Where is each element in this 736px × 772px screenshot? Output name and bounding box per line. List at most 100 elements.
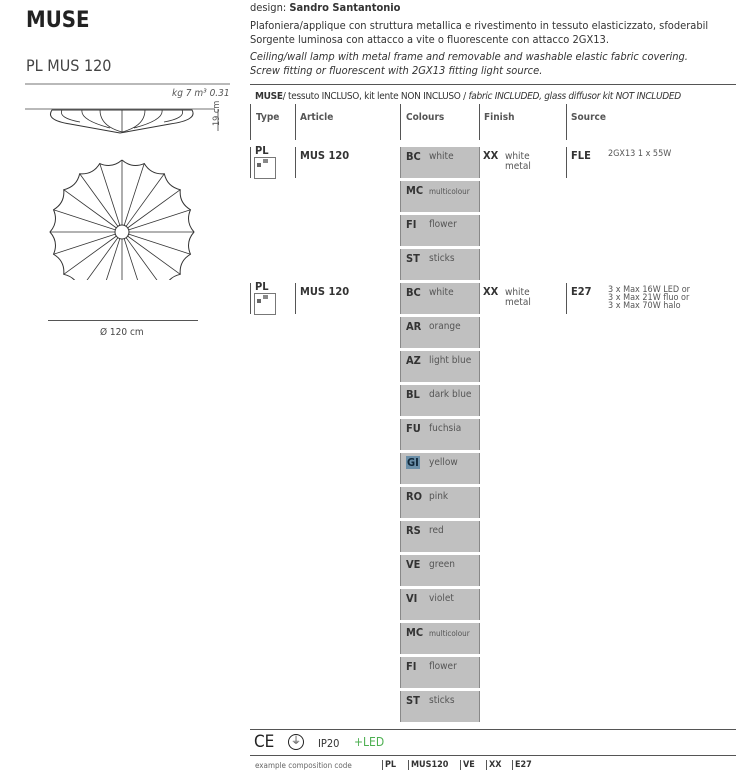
colour-code: MC — [406, 184, 424, 197]
header-type: Type — [256, 112, 280, 123]
colour-name: sticks — [429, 253, 455, 264]
rib-line — [128, 233, 191, 255]
colour-option-ve[interactable]: VE green — [400, 555, 480, 586]
rib-line — [63, 189, 117, 229]
class-ii-ground-icon: ⏚ — [288, 734, 304, 750]
rib-line — [53, 209, 116, 231]
rib-line — [127, 189, 181, 229]
caption-en: fabric INCLUDED, glass diffusor kit NOT … — [468, 91, 681, 102]
rib-line — [125, 173, 165, 227]
example-code: PL — [382, 760, 396, 770]
colour-name: pink — [429, 491, 449, 502]
colour-code: FI — [406, 660, 417, 673]
colour-name: light blue — [429, 355, 472, 366]
finish-name: white metal — [505, 287, 531, 308]
finish-code: XX — [483, 149, 499, 162]
colour-code: AR — [406, 320, 422, 333]
colour-option-mc[interactable]: MC multicolour — [400, 181, 480, 212]
colour-code: BC — [406, 286, 421, 299]
finish-name: white metal — [505, 151, 531, 172]
colour-code: BL — [406, 388, 420, 401]
colour-code: FI — [406, 218, 417, 231]
ceiling-wall-type-icon — [254, 157, 276, 179]
colour-option-fi[interactable]: FI flower — [400, 215, 480, 246]
colour-name: flower — [429, 661, 457, 672]
rim-outline — [49, 159, 195, 280]
header-colours: Colours — [406, 112, 445, 123]
product-subtitle: PL MUS 120 — [26, 56, 112, 75]
description-en-1: Ceiling/wall lamp with metal frame and r… — [250, 50, 688, 63]
design-label: design: — [250, 1, 287, 14]
colour-code: BC — [406, 150, 421, 163]
colour-code: AZ — [406, 354, 421, 367]
colour-code: MC — [406, 626, 424, 639]
colour-option-st[interactable]: ST sticks — [400, 249, 480, 280]
rib-line — [128, 209, 191, 231]
ip-rating: IP20 — [318, 737, 340, 750]
colour-option-bc[interactable]: BC white — [400, 283, 480, 314]
colour-option-ar[interactable]: AR orange — [400, 317, 480, 348]
example-code: E27 — [512, 760, 532, 770]
colour-name: dark blue — [429, 389, 472, 400]
colour-option-mc[interactable]: MC multicolour — [400, 623, 480, 654]
ce-mark: CE — [254, 732, 275, 752]
description-it-1: Plafoniera/applique con struttura metall… — [250, 19, 709, 32]
colour-option-fi[interactable]: FI flower — [400, 657, 480, 688]
colour-name: flower — [429, 219, 457, 230]
product-title: MUSE — [26, 8, 90, 33]
rib-line — [99, 163, 121, 226]
colour-code: ST — [406, 252, 420, 265]
table-caption: MUSE/ tessuto INCLUSO, kit lente NON INC… — [255, 91, 681, 102]
colour-option-st[interactable]: ST sticks — [400, 691, 480, 722]
colour-option-vi[interactable]: VI violet — [400, 589, 480, 620]
description-en-2: Screw fitting or fluorescent with 2GX13 … — [250, 64, 543, 77]
center-hub — [114, 224, 130, 240]
colour-option-bc[interactable]: BC white — [400, 147, 480, 178]
source-description: 2GX13 1 x 55W — [608, 149, 672, 159]
header-source: Source — [571, 112, 606, 123]
divider — [250, 729, 736, 730]
source-description: 3 x Max 16W LED or 3 x Max 21W fluo or 3… — [608, 285, 690, 311]
example-code: XX — [486, 760, 502, 770]
colour-code: VI — [406, 592, 418, 605]
colour-code: RS — [406, 524, 421, 537]
description-it-2: Sorgente luminosa con attacco a vite o f… — [250, 33, 609, 46]
diameter-dimension: Ø 120 cm — [100, 327, 144, 338]
header-article: Article — [300, 112, 334, 123]
divider — [250, 755, 736, 756]
colour-name: sticks — [429, 695, 455, 706]
designer-name: Sandro Santantonio — [289, 1, 401, 14]
type-code: PL — [255, 144, 269, 157]
rib-line — [123, 238, 139, 280]
colour-name: orange — [429, 321, 461, 332]
colour-name: violet — [429, 593, 454, 604]
colour-name: red — [429, 525, 444, 536]
source-code: E27 — [571, 285, 592, 298]
colour-code: GI — [406, 456, 420, 469]
height-dimension: 19 cm — [212, 100, 222, 126]
type-code: PL — [255, 280, 269, 293]
colour-name: green — [429, 559, 455, 570]
rib-line — [127, 235, 181, 275]
colour-option-ro[interactable]: RO pink — [400, 487, 480, 518]
colour-name: multicolour — [429, 187, 470, 196]
colour-name: fuchsia — [429, 423, 462, 434]
colour-code: FU — [406, 422, 421, 435]
rib-line — [123, 163, 145, 226]
divider — [250, 84, 736, 85]
lamp-drawing — [25, 83, 230, 280]
colour-option-fu[interactable]: FU fuchsia — [400, 419, 480, 450]
rib-line — [125, 237, 158, 280]
weight-volume: kg 7 m³ 0.31 — [172, 88, 230, 99]
diameter-line — [48, 320, 198, 321]
colour-option-bl[interactable]: BL dark blue — [400, 385, 480, 416]
rib-line — [53, 233, 116, 255]
rib-line — [63, 235, 117, 275]
colour-option-gi[interactable]: GI yellow — [400, 453, 480, 484]
colour-code: ST — [406, 694, 420, 707]
colour-option-az[interactable]: AZ light blue — [400, 351, 480, 382]
article-code: MUS 120 — [300, 149, 350, 162]
colour-name: white — [429, 151, 454, 162]
led-badge: +LED — [354, 735, 385, 749]
colour-option-rs[interactable]: RS red — [400, 521, 480, 552]
